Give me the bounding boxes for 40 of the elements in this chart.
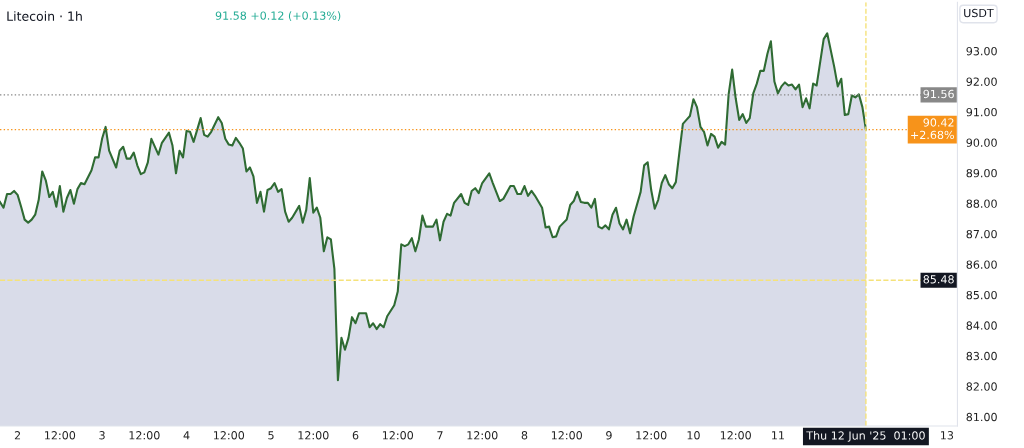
y-tick-label: 92.00 [966,77,997,86]
y-tick-label: 83.00 [966,351,997,361]
x-tick-label: 12:00 [45,431,76,440]
y-tick-label: 86.00 [966,260,997,269]
x-tick-label: 12:00 [129,431,160,440]
text: 91.58 +0.12 (+0.13%) [215,11,341,22]
y-tick-label: 93.00 [966,46,997,56]
y-tick-label: 81.00 [966,412,997,422]
x-tick-label: 6 [352,431,359,440]
x-tick-label: 8 [521,431,528,440]
ref-line-label: 91.56 [923,89,954,99]
y-tick-label: 90.00 [966,138,997,147]
x-tick-label: 12:00 [214,431,245,440]
x-tick-label: 4 [183,431,190,440]
x-tick-label: 11 [772,431,784,440]
x-tick-label: 5 [268,431,274,440]
x-tick-label: 12:00 [467,431,498,440]
y-tick-label: 87.00 [966,229,997,239]
ref-line-label: 85.48 [923,275,954,284]
y-tick-label: 88.00 [966,199,997,208]
y-axis-title: USDT [964,8,994,18]
y-tick-label: 85.00 [966,290,997,300]
x-tick-label: 2 [14,431,21,440]
x-tick-label: 9 [606,431,612,440]
x-tick-label: 7 [437,431,443,440]
y-tick-label: 82.00 [966,382,997,391]
y-tick-label: 89.00 [966,168,997,178]
x-tick-label: 12:00 [720,431,751,440]
x-tick-label: 13 [941,431,954,440]
x-tick-label: 12:00 [298,431,329,440]
x-tick-label: 12:00 [551,431,582,440]
y-tick-label: 84.00 [966,321,997,330]
x-tick-label: 3 [99,431,105,440]
ref-line-label: Thu 12 Jun '25 01:00 [806,431,925,442]
y-tick-label: 91.00 [966,107,997,117]
x-tick-label: 12:00 [636,431,667,440]
x-tick-label: 10 [687,431,700,440]
text: Litecoin · 1h [7,11,82,21]
ref-line-label: 90.42 +2.68% [911,118,954,140]
x-tick-label: 12:00 [382,431,414,440]
